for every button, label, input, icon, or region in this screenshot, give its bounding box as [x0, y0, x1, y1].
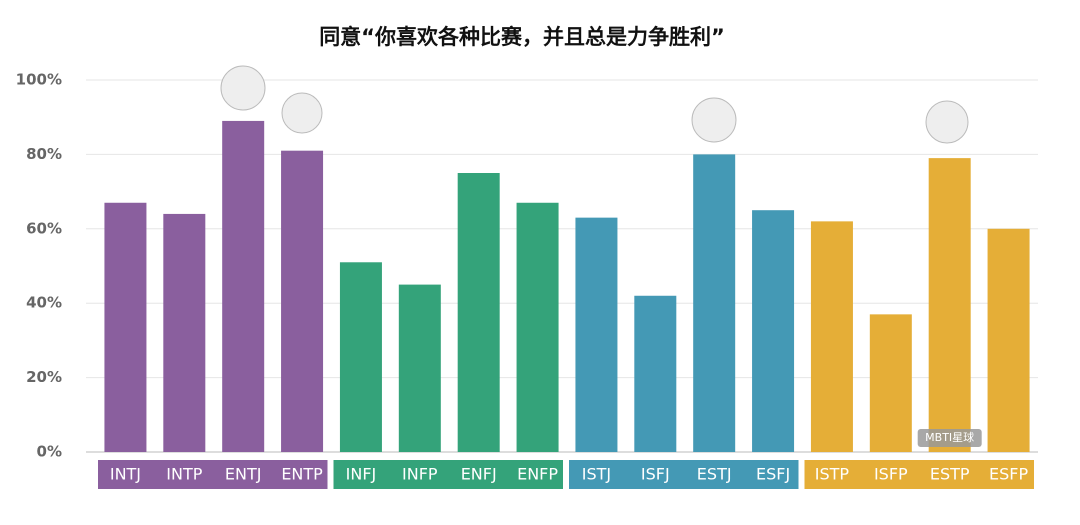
bar — [928, 158, 971, 452]
bar — [398, 284, 441, 452]
y-tick-label: 20% — [26, 368, 62, 386]
x-tick-label: ENTP — [281, 465, 323, 484]
bar — [222, 120, 265, 453]
category-band — [333, 460, 563, 489]
y-tick-label: 0% — [37, 443, 62, 461]
x-tick-label: ENTJ — [225, 465, 262, 484]
bar — [752, 210, 795, 452]
avatar — [220, 65, 266, 111]
bar — [869, 314, 912, 452]
x-tick-label: ESFP — [989, 465, 1028, 484]
bar — [575, 217, 618, 452]
bar — [163, 213, 206, 452]
bar — [810, 221, 853, 452]
bar — [339, 262, 382, 452]
x-tick-label: ESTJ — [697, 465, 732, 484]
avatar — [691, 97, 737, 143]
x-tick-label: INTJ — [110, 465, 141, 484]
bar — [104, 202, 147, 452]
avatar — [281, 92, 323, 134]
x-tick-label: ISFJ — [641, 465, 670, 484]
avatars — [220, 65, 969, 144]
x-tick-label: ENFJ — [461, 465, 497, 484]
x-tick-label: ESTP — [930, 465, 970, 484]
x-tick-label: ISTJ — [582, 465, 611, 484]
x-tick-label: ENFP — [517, 465, 558, 484]
y-tick-label: 100% — [16, 71, 62, 89]
bar — [516, 202, 559, 452]
x-tick-label: INTP — [166, 465, 202, 484]
bar — [281, 150, 324, 452]
category-band — [98, 460, 328, 489]
y-tick-label: 80% — [26, 145, 62, 163]
x-tick-label: ISFP — [874, 465, 908, 484]
x-tick-label: ISTP — [815, 465, 850, 484]
category-band — [569, 460, 799, 489]
category-band — [804, 460, 1034, 489]
bar — [457, 173, 500, 452]
y-tick-label: 40% — [26, 294, 62, 312]
x-tick-label: INFP — [402, 465, 438, 484]
x-tick-label: INFJ — [346, 465, 377, 484]
x-tick-label: ESFJ — [756, 465, 790, 484]
watermark-box — [917, 429, 982, 447]
y-tick-label: 60% — [26, 219, 62, 237]
watermark: MBTI星球 — [925, 430, 974, 444]
avatar — [925, 100, 969, 144]
bar — [987, 228, 1030, 452]
bar — [693, 154, 736, 452]
bar — [634, 295, 677, 452]
chart-title: 同意“你喜欢各种比赛，并且总是力争胜利” — [319, 25, 725, 49]
